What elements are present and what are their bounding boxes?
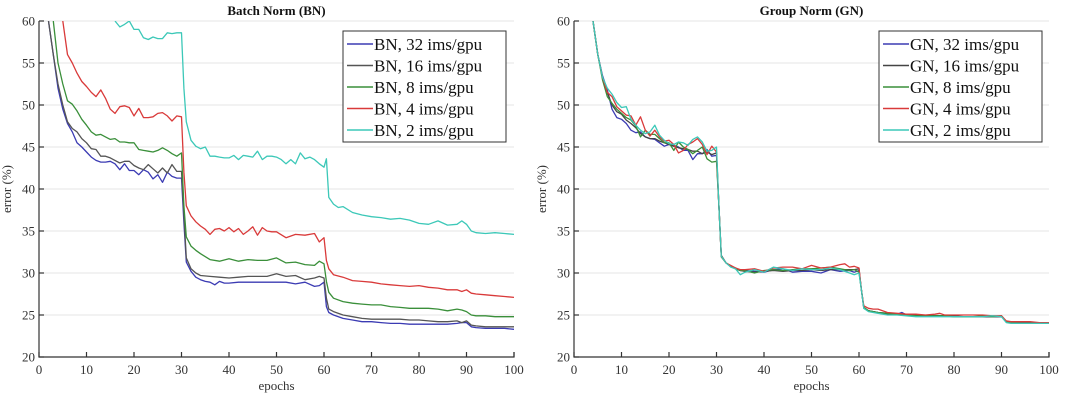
- legend-label: BN, 2 ims/gpu: [374, 121, 474, 140]
- x-tick-label: 0: [36, 362, 43, 377]
- series-group: [592, 21, 1049, 325]
- legend-item: GN, 4 ims/gpu: [883, 100, 1011, 119]
- series-line-gn-4-ims-gpu: [592, 21, 1049, 324]
- x-tick-label: 90: [460, 362, 473, 377]
- legend-item: BN, 32 ims/gpu: [347, 35, 483, 54]
- x-axis-label: epochs: [793, 378, 829, 393]
- legend-label: GN, 16 ims/gpu: [910, 57, 1020, 76]
- y-tick-label: 60: [557, 14, 570, 29]
- x-tick-label: 40: [758, 362, 771, 377]
- legend-item: GN, 16 ims/gpu: [883, 57, 1020, 76]
- y-axis-label: error (%): [0, 165, 14, 213]
- y-tick-label: 35: [557, 224, 570, 239]
- series-group: [47, 21, 514, 330]
- series-line-bn-4-ims-gpu: [62, 21, 514, 299]
- y-tick-label: 45: [22, 140, 35, 155]
- y-tick-label: 50: [22, 98, 35, 113]
- chart-title: Batch Norm (BN): [227, 3, 325, 18]
- x-tick-label: 80: [413, 362, 426, 377]
- series-line-gn-2-ims-gpu: [592, 21, 1049, 325]
- legend: BN, 32 ims/gpu BN, 16 ims/gpu BN, 8 ims/gp…: [342, 30, 507, 143]
- y-tick-label: 45: [557, 140, 570, 155]
- y-tick-label: 55: [557, 56, 570, 71]
- y-axis-label: error (%): [534, 165, 549, 213]
- x-tick-label: 60: [853, 362, 866, 377]
- legend-item: BN, 8 ims/gpu: [347, 78, 474, 97]
- series-line-bn-32-ims-gpu: [47, 21, 514, 330]
- gn-chart-panel: 20 25 30 35 40 45 50 55 60 0 10 20 30 40 50 60 70 80 90 100…: [534, 3, 1059, 393]
- y-tick-label: 30: [22, 266, 35, 281]
- legend-item: GN, 32 ims/gpu: [883, 35, 1020, 54]
- x-tick-label: 30: [175, 362, 188, 377]
- y-tick-label: 20: [557, 350, 570, 365]
- x-tick-label: 100: [1039, 362, 1059, 377]
- x-tick-label: 60: [318, 362, 331, 377]
- legend-label: GN, 32 ims/gpu: [910, 35, 1020, 54]
- y-tick-label: 60: [22, 14, 35, 29]
- x-tick-label: 20: [663, 362, 676, 377]
- y-tick-label: 20: [22, 350, 35, 365]
- legend-item: GN, 8 ims/gpu: [883, 78, 1011, 97]
- legend-item: BN, 2 ims/gpu: [347, 121, 474, 140]
- y-tick-label: 25: [22, 308, 35, 323]
- legend-item: BN, 4 ims/gpu: [347, 100, 474, 119]
- x-tick-label: 20: [128, 362, 141, 377]
- x-tick-label: 80: [948, 362, 961, 377]
- x-tick-label: 50: [270, 362, 283, 377]
- x-axis-label: epochs: [258, 378, 294, 393]
- x-tick-label: 40: [223, 362, 236, 377]
- y-tick-label: 40: [557, 182, 570, 197]
- x-tick-label: 50: [805, 362, 818, 377]
- chart-title: Group Norm (GN): [760, 3, 864, 18]
- y-tick-label: 25: [557, 308, 570, 323]
- x-tick-label: 70: [900, 362, 913, 377]
- y-tick-label: 50: [557, 98, 570, 113]
- x-tick-label: 30: [710, 362, 723, 377]
- x-tick-label: 100: [504, 362, 524, 377]
- y-tick-label: 30: [557, 266, 570, 281]
- y-tick-label: 35: [22, 224, 35, 239]
- legend-label: GN, 8 ims/gpu: [910, 78, 1011, 97]
- series-line-bn-8-ims-gpu: [52, 21, 514, 318]
- x-tick-label: 70: [365, 362, 378, 377]
- legend: GN, 32 ims/gpu GN, 16 ims/gpu GN, 8 ims/gp…: [878, 30, 1043, 143]
- legend-label: BN, 16 ims/gpu: [374, 57, 483, 76]
- legend-label: BN, 32 ims/gpu: [374, 35, 483, 54]
- series-line-bn-2-ims-gpu: [114, 21, 514, 236]
- x-tick-label: 90: [995, 362, 1008, 377]
- x-tick-label: 10: [80, 362, 93, 377]
- legend-label: BN, 8 ims/gpu: [374, 78, 474, 97]
- legend-label: BN, 4 ims/gpu: [374, 100, 474, 119]
- legend-label: GN, 2 ims/gpu: [910, 121, 1011, 140]
- y-tick-label: 40: [22, 182, 35, 197]
- y-tick-label: 55: [22, 56, 35, 71]
- x-tick-label: 10: [615, 362, 628, 377]
- series-line-bn-16-ims-gpu: [47, 21, 514, 328]
- legend-item: BN, 16 ims/gpu: [347, 57, 483, 76]
- legend-label: GN, 4 ims/gpu: [910, 100, 1011, 119]
- x-tick-label: 0: [571, 362, 578, 377]
- legend-item: GN, 2 ims/gpu: [883, 121, 1011, 140]
- bn-chart-panel: 20 25 30 35 40 45 50 55 60 0 10 20 30 40 50 60 70 80 90 100…: [0, 3, 524, 393]
